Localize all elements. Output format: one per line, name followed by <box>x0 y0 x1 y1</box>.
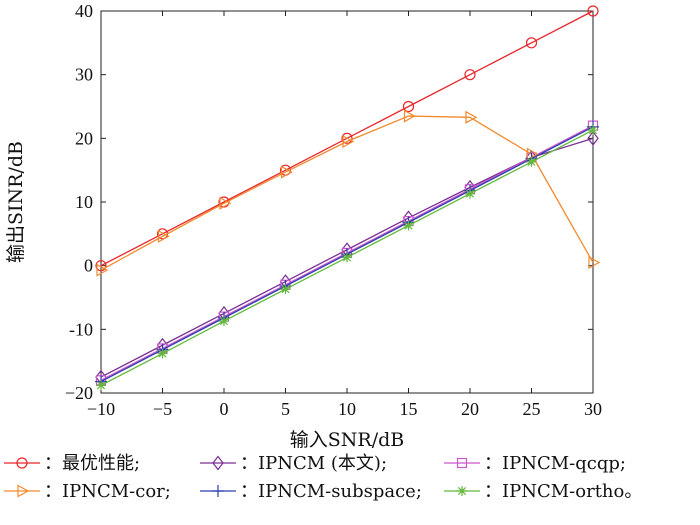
x-tick-label: 15 <box>400 399 418 419</box>
legend-marker <box>16 457 28 469</box>
data-point <box>341 132 353 144</box>
y-tick-label: 10 <box>75 192 93 212</box>
data-point <box>95 260 107 272</box>
data-point <box>465 110 478 124</box>
legend-label: ：IPNCM-cor; <box>44 481 171 502</box>
data-point <box>587 130 599 146</box>
y-tick-label: 20 <box>75 128 93 148</box>
legend-marker <box>17 484 30 498</box>
legend-label: ：最优性能; <box>44 453 140 474</box>
data-point <box>280 165 293 179</box>
data-point <box>465 188 475 199</box>
x-tick-label: 30 <box>584 399 602 419</box>
legend-marker <box>212 455 224 471</box>
x-tick-label: −5 <box>153 399 172 419</box>
data-point <box>157 348 168 359</box>
y-tick-label: -10 <box>69 319 93 339</box>
data-point <box>342 252 352 263</box>
series-line <box>100 115 594 271</box>
y-axis-label: 输出SINR/dB <box>5 141 27 263</box>
legend: ：最优性能; ：IPNCM (本文); ：IPNCM-qcqp; ：IPNCM-cor… <box>4 453 642 502</box>
data-point <box>219 316 229 327</box>
plot-frame <box>100 10 594 394</box>
data-point <box>219 196 232 210</box>
data-point <box>157 229 170 243</box>
data-point <box>280 284 291 295</box>
series-layer <box>95 5 601 391</box>
data-point <box>403 109 416 123</box>
data-point <box>587 5 599 17</box>
data-point <box>96 263 109 277</box>
legend-marker <box>456 457 468 469</box>
data-point <box>588 125 598 136</box>
legend-label: ：IPNCM (本文); <box>240 453 387 474</box>
x-tick-label: 0 <box>220 399 229 419</box>
legend-item: ：IPNCM-qcqp; <box>444 453 626 474</box>
legend-marker <box>212 485 224 497</box>
y-tick-label: 0 <box>84 256 93 276</box>
legend-label: ：IPNCM-subspace; <box>240 481 422 502</box>
data-point <box>525 37 538 49</box>
x-tick-label: 25 <box>523 399 541 419</box>
legend-label: ：IPNCM-ortho。 <box>484 481 642 502</box>
data-point <box>464 69 476 81</box>
data-point <box>402 100 415 113</box>
x-axis-label: 输入SNR/dB <box>290 429 404 451</box>
data-point <box>96 380 106 391</box>
data-point <box>526 147 539 161</box>
legend-item: ：IPNCM-cor; <box>4 481 171 502</box>
legend-label: ：IPNCM-qcqp; <box>484 453 626 474</box>
legend-marker <box>457 486 467 496</box>
data-point <box>342 135 355 149</box>
y-ticks: −20 -10 0 10 20 30 40 <box>65 1 593 403</box>
series-5 <box>96 125 598 391</box>
legend-item: ：IPNCM-subspace; <box>200 481 422 502</box>
x-tick-label: 10 <box>338 399 356 419</box>
x-tick-label: −10 <box>87 399 115 419</box>
x-ticks: −10 −5 0 5 10 15 20 25 30 <box>87 11 602 419</box>
data-point <box>526 156 537 167</box>
data-point <box>588 255 601 269</box>
y-tick-label: −20 <box>65 383 93 403</box>
legend-item: ：IPNCM-ortho。 <box>444 481 642 502</box>
plot-border <box>100 10 594 394</box>
series-3 <box>96 109 601 277</box>
x-tick-label: 5 <box>281 399 290 419</box>
y-tick-label: 40 <box>75 1 93 21</box>
x-tick-label: 20 <box>461 399 479 419</box>
data-point <box>403 220 414 231</box>
legend-item: ：最优性能; <box>4 453 140 474</box>
y-tick-label: 30 <box>75 65 93 85</box>
legend-item: ：IPNCM (本文); <box>200 453 387 474</box>
